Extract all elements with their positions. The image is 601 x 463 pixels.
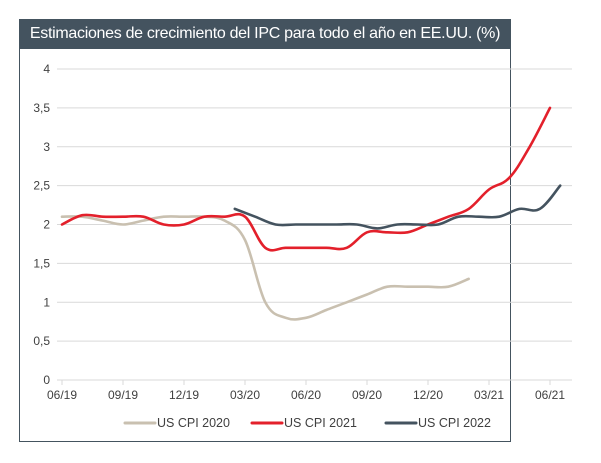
series-line-us-cpi-2021 (60, 106, 552, 252)
x-tick-label: 09/19 (108, 388, 138, 402)
y-tick-label: 1 (43, 295, 50, 309)
x-axis: 06/19 09/19 12/19 03/20 06/20 09/20 12/20 03/21… (47, 380, 565, 402)
y-tick-label: 0 (43, 373, 50, 387)
legend: US CPI 2020 US CPI 2021 US CPI 2022 (123, 416, 491, 430)
x-tick-label: 12/20 (413, 388, 443, 402)
y-axis-ticks: 0 0,5 1 1,5 2 2,5 3 3,5 4 (33, 62, 50, 387)
y-tick-label: 4 (43, 62, 50, 76)
y-tick-label: 3 (43, 140, 50, 154)
legend-label: US CPI 2022 (418, 416, 491, 430)
y-tick-label: 2 (43, 218, 50, 232)
x-tick-label: 12/19 (169, 388, 199, 402)
legend-label: US CPI 2021 (284, 416, 357, 430)
x-tick-label: 06/21 (535, 388, 565, 402)
y-tick-label: 1,5 (33, 256, 50, 270)
y-tick-label: 3,5 (33, 101, 50, 115)
x-tick-label: 06/19 (47, 388, 77, 402)
x-tick-label: 03/20 (230, 388, 260, 402)
y-tick-label: 0,5 (33, 334, 50, 348)
series-lines (60, 106, 562, 321)
y-tick-label: 2,5 (33, 179, 50, 193)
legend-label: US CPI 2020 (157, 416, 230, 430)
chart-frame (19, 19, 511, 442)
x-tick-label: 09/20 (352, 388, 382, 402)
chart-title: Estimaciones de crecimiento del IPC para… (19, 19, 511, 49)
series-line-us-cpi-2022 (233, 184, 562, 230)
series-line-us-cpi-2020 (60, 215, 470, 321)
x-tick-label: 03/21 (474, 388, 504, 402)
x-tick-label: 06/20 (291, 388, 321, 402)
